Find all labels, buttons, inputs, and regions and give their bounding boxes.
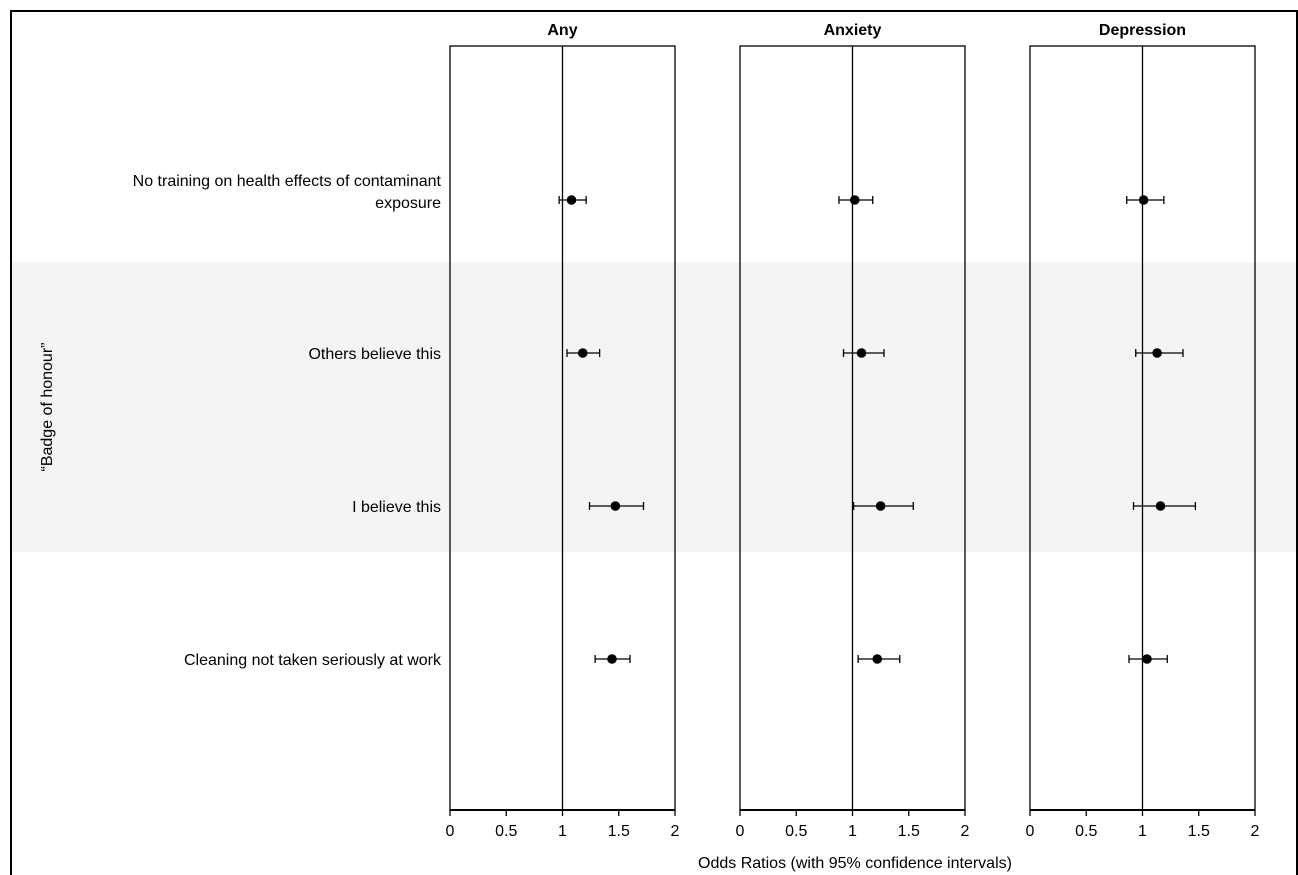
odds-ratio-point <box>1138 195 1149 205</box>
row-label: No training on health effects of contami… <box>133 173 442 212</box>
x-tick-label: 1.5 <box>898 823 920 840</box>
x-tick-label: 2 <box>1251 823 1260 840</box>
x-tick-label: 0.5 <box>785 823 807 840</box>
odds-ratio-point <box>610 501 621 511</box>
x-tick-label: 0 <box>446 823 455 840</box>
x-tick-label: 1.5 <box>608 823 630 840</box>
x-tick-label: 1.5 <box>1188 823 1210 840</box>
panel-anxiety: Anxiety 0 0.5 1 1.5 2 <box>736 22 970 840</box>
panel-title: Depression <box>1099 22 1186 39</box>
odds-ratio-point <box>872 654 883 664</box>
x-axis-label: Odds Ratios (with 95% confidence interva… <box>698 855 1012 872</box>
x-tick-label: 2 <box>671 823 680 840</box>
panel-title: Anxiety <box>824 22 882 39</box>
row-labels: No training on health effects of contami… <box>133 173 442 669</box>
row-label: I believe this <box>352 499 441 516</box>
x-tick-label: 1 <box>1138 823 1147 840</box>
x-tick-label: 0.5 <box>495 823 517 840</box>
badge-of-honour-band <box>12 262 1296 552</box>
x-tick-label: 0.5 <box>1075 823 1097 840</box>
odds-ratio-point <box>1152 348 1162 358</box>
row-label: Others believe this <box>308 346 441 363</box>
x-tick-label: 1 <box>558 823 567 840</box>
odds-ratio-point <box>849 195 860 205</box>
odds-ratio-point <box>875 501 886 511</box>
panel-title: Any <box>547 22 577 39</box>
x-tick-label: 0 <box>1026 823 1035 840</box>
figure-frame <box>10 10 1298 875</box>
row-label: Cleaning not taken seriously at work <box>184 652 442 669</box>
panels: Any 0 0.5 1 1.5 2 Anxiety 0 0.5 1 1.5 2 Depression 0 0… <box>446 22 1260 840</box>
odds-ratio-point <box>1142 654 1152 664</box>
panel-any: Any 0 0.5 1 1.5 2 <box>446 22 680 840</box>
x-tick-label: 0 <box>736 823 745 840</box>
x-tick-label: 1 <box>848 823 857 840</box>
group-label: “Badge of honour” <box>39 343 56 472</box>
odds-ratio-point <box>577 348 588 358</box>
odds-ratio-point <box>607 654 617 664</box>
odds-ratio-point <box>856 348 867 358</box>
odds-ratio-point <box>1155 501 1166 511</box>
panel-depression: Depression 0 0.5 1 1.5 2 <box>1026 22 1260 840</box>
odds-ratio-point <box>566 195 577 205</box>
x-tick-label: 2 <box>961 823 970 840</box>
